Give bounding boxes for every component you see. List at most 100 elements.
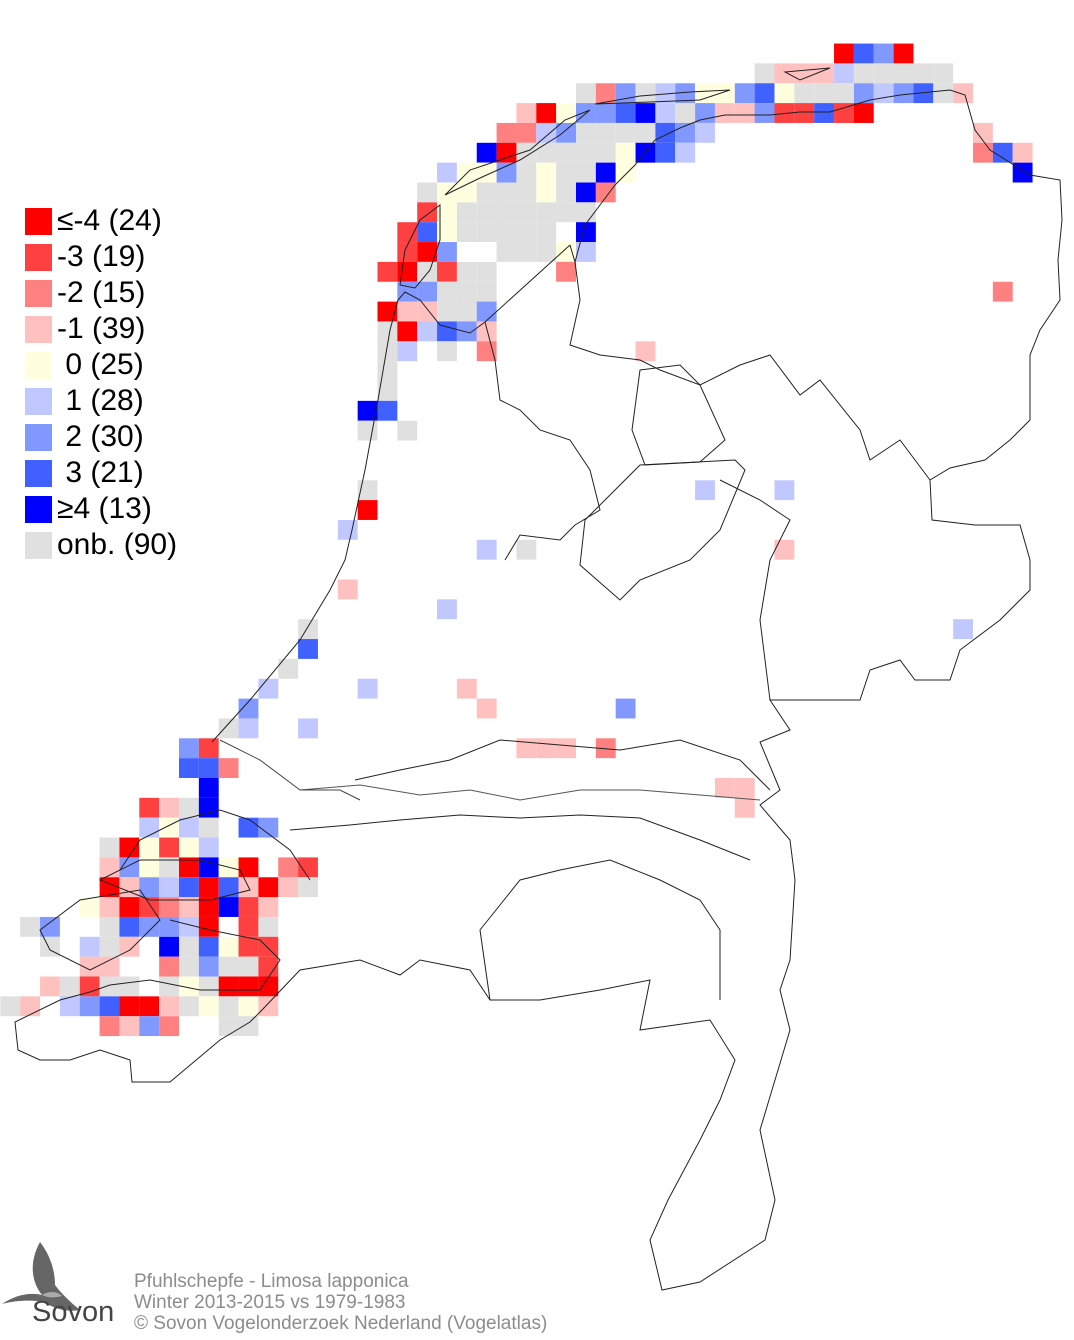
grid-cell: [238, 936, 259, 957]
grid-cell: [695, 122, 715, 143]
grid-cell: [198, 738, 219, 759]
grid-cell: [99, 916, 120, 937]
grid-cell: [536, 103, 557, 123]
friesland-inner-coast: [569, 261, 931, 481]
grid-cell: [556, 738, 576, 759]
grid-cell: [139, 877, 160, 898]
grid-cell: [754, 103, 775, 123]
grid-cell: [576, 202, 596, 223]
grid-cell: [556, 142, 576, 163]
grid-cell: [992, 142, 1013, 163]
grid-cell: [655, 83, 676, 104]
grid-cell: [615, 142, 636, 163]
grid-cell: [119, 916, 140, 937]
grid-cell: [456, 182, 477, 203]
grid-cell: [298, 718, 318, 739]
grid-cell: [357, 500, 378, 520]
grid-cell: [536, 122, 557, 143]
grid-cell: [456, 678, 477, 699]
grid-cell: [397, 222, 418, 243]
legend-swatch: [25, 315, 52, 343]
grid-cell: [198, 857, 219, 878]
grid-cell: [159, 1016, 179, 1037]
grid-cell: [159, 996, 179, 1017]
swallow-icon: [2, 1242, 80, 1311]
grid-cell: [516, 738, 537, 759]
grid-cell: [79, 936, 100, 957]
grid-cell: [714, 83, 735, 104]
grid-cell: [774, 63, 795, 84]
schiermonnikoog-outline: [783, 67, 831, 81]
grid-cell: [179, 797, 199, 818]
map-outlines: [14, 67, 1063, 1291]
flevoland-outline: [579, 459, 746, 601]
grid-cell: [377, 381, 398, 401]
grid-cell: [595, 142, 616, 163]
grid-cell: [298, 619, 318, 640]
grid-cell: [198, 996, 219, 1017]
grid-cell: [99, 956, 120, 977]
grid-cell: [655, 142, 676, 163]
grid-cell: [496, 182, 517, 203]
grid-cell: [774, 539, 795, 560]
grid-cell: [774, 83, 795, 104]
waal-river: [299, 784, 761, 801]
grid-cell: [258, 956, 279, 977]
grid-cell: [476, 142, 497, 163]
grid-cell: [0, 996, 21, 1017]
legend-label: -3 (19): [57, 240, 146, 273]
grid-cell: [159, 936, 179, 957]
legend-item: ≤-4 (24): [25, 203, 177, 239]
eastern-province-border: [719, 479, 791, 701]
grid-cell: [40, 916, 60, 937]
vlieland-terschelling-outline: [444, 109, 591, 196]
grid-cell: [595, 182, 616, 203]
grid-cell: [437, 242, 457, 262]
grid-cell: [218, 996, 239, 1017]
grid-cell: [595, 738, 616, 759]
grid-cell: [476, 222, 497, 243]
grid-cell: [258, 916, 279, 937]
grid-cell: [675, 103, 696, 123]
grid-cell: [198, 936, 219, 957]
grid-cell: [536, 142, 557, 163]
grid-cell: [695, 480, 715, 501]
grid-cell: [357, 420, 378, 441]
grid-cell: [953, 83, 973, 104]
grid-cell: [675, 83, 696, 104]
grid-cell: [377, 321, 398, 342]
grid-cell: [417, 261, 438, 282]
zeeland-island-1: [39, 889, 161, 971]
grid-cell: [179, 916, 199, 937]
grid-cell: [576, 182, 596, 203]
grid-cell: [456, 222, 477, 243]
legend-label: ≥4 (13): [57, 492, 152, 525]
species-name: Pfuhlschepfe - Limosa lapponica: [134, 1271, 409, 1292]
grid-cell: [258, 936, 279, 957]
grid-cell: [576, 242, 596, 262]
grid-cell: [635, 83, 656, 104]
grid-cell: [258, 678, 279, 699]
grid-cell: [913, 83, 934, 104]
grid-cell: [437, 222, 457, 243]
legend-swatch: [25, 459, 52, 487]
grid-cell: [476, 261, 497, 282]
grid-cell: [40, 976, 60, 997]
grid-cell: [437, 341, 457, 362]
grid-cell: [695, 103, 715, 123]
grid-cell: [655, 122, 676, 143]
grid-cell: [437, 281, 457, 302]
grid-cell: [198, 916, 219, 937]
grid-cell: [476, 301, 497, 322]
legend-label: 0 (25): [57, 348, 144, 381]
grid-cell: [496, 242, 517, 262]
grid-cell: [834, 63, 854, 84]
texel-outline: [399, 204, 441, 289]
grid-cell: [536, 242, 557, 262]
grid-cell: [734, 778, 755, 798]
grid-cell: [179, 956, 199, 977]
grid-cell: [218, 897, 239, 917]
grid-cell: [298, 639, 318, 659]
grid-cell: [516, 182, 537, 203]
legend-item: 3 (21): [25, 455, 177, 491]
